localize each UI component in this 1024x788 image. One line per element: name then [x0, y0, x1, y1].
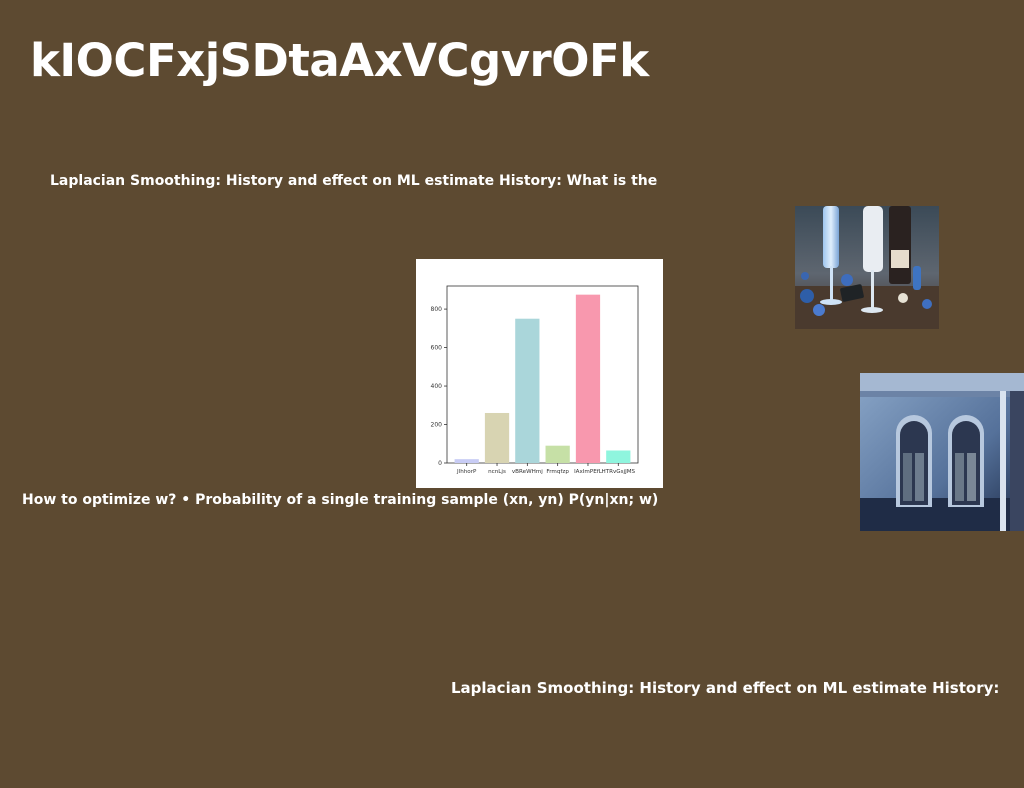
bar-chart-svg: 0 200 400 600 800 JlhhorP ncnLjs vBReWHmj Frmqfz… [431, 285, 639, 475]
text-line-3: Laplacian Smoothing: History and effect … [451, 679, 1000, 697]
building-photo [860, 373, 1024, 531]
bar-Frmqfzp [545, 445, 570, 463]
chart-plot-frame [446, 285, 639, 464]
champagne-photo [795, 206, 939, 329]
x-tick-label: JlhhorP [456, 469, 477, 475]
page-title: kIOCFxjSDtaAxVCgvrOFk [30, 34, 649, 87]
x-tick-label: vBReWHmj [512, 469, 543, 475]
x-tick-label: HTRvGsjJMS [601, 469, 635, 475]
champagne-photo-graphic [795, 206, 939, 329]
y-tick-label: 200 [431, 422, 443, 429]
x-tick-label: Frmqfzp [546, 469, 569, 475]
text-line-1: Laplacian Smoothing: History and effect … [50, 173, 658, 189]
text-line-2: How to optimize w? • Probability of a si… [22, 492, 659, 508]
bar-HTRvGsjJMS [606, 450, 631, 463]
bar-lAxImPEfL [575, 294, 601, 463]
bar-JlhhorP [454, 459, 479, 463]
y-tick-label: 800 [431, 306, 443, 313]
y-tick-label: 0 [438, 460, 442, 467]
x-tick-label: ncnLjs [488, 469, 506, 475]
bar-chart: 0 200 400 600 800 JlhhorP ncnLjs vBReWHmj Frmqfz… [416, 259, 663, 488]
y-tick-label: 400 [431, 383, 443, 390]
y-tick-label: 600 [431, 345, 443, 352]
bar-ncnLjs [484, 412, 510, 463]
bar-vBReWHmj [515, 318, 540, 463]
x-tick-label: lAxImPEfL [574, 469, 603, 475]
building-photo-graphic [860, 373, 1024, 531]
